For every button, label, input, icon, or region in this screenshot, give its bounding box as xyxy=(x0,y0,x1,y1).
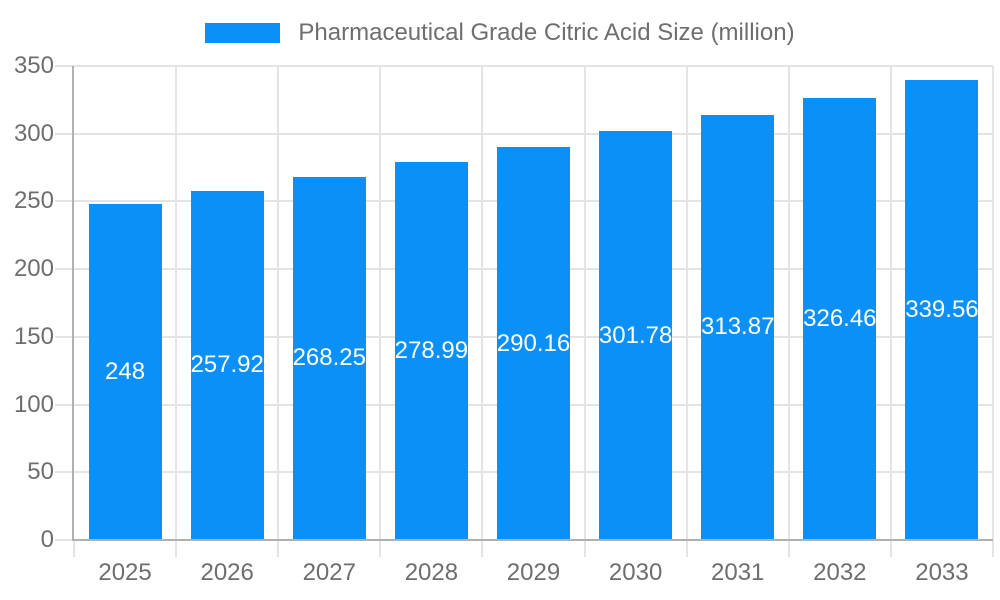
bar-value-label: 278.99 xyxy=(394,337,469,365)
bar-2026[interactable] xyxy=(190,190,264,540)
x-tick-label: 2029 xyxy=(506,559,561,586)
y-axis-tick xyxy=(55,403,74,406)
y-tick-label: 350 xyxy=(13,52,54,79)
y-tick-label: 100 xyxy=(13,390,54,418)
plot-area: 248 257.92 268.25 278.99 290.16 301.78 313.87 3… xyxy=(55,65,994,557)
x-axis-line xyxy=(72,539,993,541)
y-tick-label: 250 xyxy=(13,187,54,215)
chart-legend: Pharmaceutical Grade Citric Acid Size (m… xyxy=(0,18,1000,48)
bar-2029[interactable] xyxy=(497,147,570,540)
x-tick-label: 2032 xyxy=(813,559,867,586)
y-axis-line xyxy=(72,66,74,540)
legend-swatch xyxy=(205,23,281,43)
gridline-vertical xyxy=(787,66,790,540)
bar-2028[interactable] xyxy=(394,162,468,540)
x-axis-tick xyxy=(583,540,586,557)
x-tick-label: 2026 xyxy=(200,559,254,586)
bar-value-label: 290.16 xyxy=(496,329,571,357)
gridline-vertical xyxy=(379,66,382,540)
gridline-vertical xyxy=(583,66,586,540)
x-axis-tick xyxy=(685,540,688,557)
x-axis-tick xyxy=(379,540,382,557)
bar-value-label: 313.87 xyxy=(701,313,775,341)
y-axis-tick xyxy=(55,132,74,135)
bar-value-label: 301.78 xyxy=(598,321,673,349)
x-tick-label: 2028 xyxy=(404,559,459,586)
y-tick-label: 300 xyxy=(13,119,54,147)
x-axis-tick xyxy=(73,540,75,557)
y-axis-tick xyxy=(55,539,74,541)
bar-2027[interactable] xyxy=(292,176,366,540)
x-axis-tick xyxy=(992,540,994,557)
y-axis-tick xyxy=(55,471,74,474)
bar-value-label: 248 xyxy=(105,358,146,386)
bar-2032[interactable] xyxy=(803,97,877,540)
gridline-vertical xyxy=(685,66,688,540)
y-tick-label: 150 xyxy=(13,322,54,350)
y-tick-label: 0 xyxy=(40,526,54,553)
x-axis-tick xyxy=(175,540,178,557)
bar-2031[interactable] xyxy=(701,114,775,540)
bar-2033[interactable] xyxy=(905,80,979,540)
x-tick-label: 2025 xyxy=(98,559,152,586)
legend-label: Pharmaceutical Grade Citric Acid Size (m… xyxy=(298,19,795,46)
bar-2030[interactable] xyxy=(599,131,673,540)
bar-2025[interactable] xyxy=(88,204,162,540)
gridline-vertical xyxy=(175,66,178,540)
gridline-vertical xyxy=(277,66,280,540)
gridline-horizontal xyxy=(74,132,993,135)
bar-value-label: 339.56 xyxy=(905,296,979,324)
y-tick-label: 200 xyxy=(13,255,54,283)
x-tick-label: 2030 xyxy=(608,559,663,586)
y-axis-tick xyxy=(55,65,74,67)
bar-value-label: 326.46 xyxy=(803,304,877,332)
x-axis-tick xyxy=(889,540,892,557)
x-tick-label: 2027 xyxy=(302,559,356,586)
y-axis-tick xyxy=(55,268,74,271)
x-axis-tick xyxy=(481,540,484,557)
x-axis-tick xyxy=(787,540,790,557)
x-tick-label: 2033 xyxy=(915,559,969,586)
gridline-vertical xyxy=(992,66,994,540)
bar-value-label: 268.25 xyxy=(292,344,366,372)
gridline-vertical xyxy=(481,66,484,540)
gridline-vertical xyxy=(889,66,892,540)
gridline-horizontal xyxy=(74,65,993,67)
y-axis-tick xyxy=(55,200,74,203)
y-axis-tick xyxy=(55,335,74,338)
bar-value-label: 257.92 xyxy=(190,351,264,379)
x-tick-label: 2031 xyxy=(711,559,765,586)
x-axis-tick xyxy=(277,540,280,557)
y-tick-label: 50 xyxy=(27,458,54,486)
